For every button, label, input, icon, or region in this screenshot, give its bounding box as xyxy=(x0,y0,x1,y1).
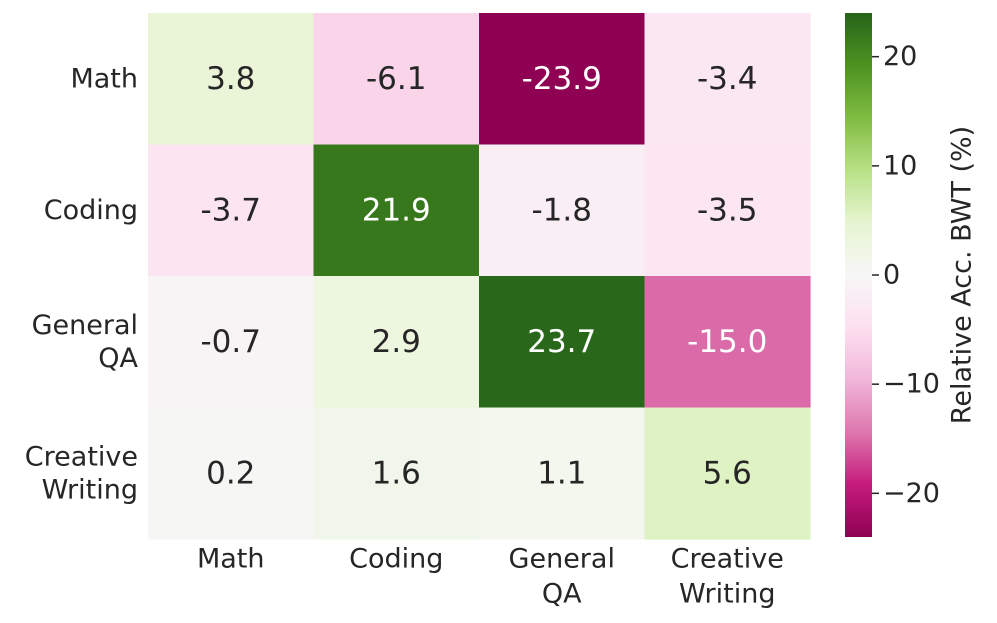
cell-value-label: -3.7 xyxy=(201,192,262,228)
colorbar-label: Relative Acc. BWT (%) xyxy=(947,126,978,424)
cell-value-label: 1.6 xyxy=(372,455,421,491)
heatmap-cell-general-qa-math xyxy=(148,276,315,409)
row-labels: Math Coding General QA Creative Writing xyxy=(25,63,139,505)
row-label-creative-writing: Creative Writing xyxy=(25,441,138,505)
colorbar-tick-label: 0 xyxy=(883,260,900,291)
colorbar-tick-label: 20 xyxy=(883,41,917,72)
column-labels: Math Coding General QA Creative Writing xyxy=(197,544,784,610)
cell-value-label: -3.4 xyxy=(697,61,758,97)
heatmap-cell-creative-writing-math xyxy=(148,407,315,540)
colorbar-tick-label: −10 xyxy=(883,369,940,400)
cell-value-label: -6.1 xyxy=(366,61,427,97)
cell-value-label: 1.1 xyxy=(537,455,586,491)
cell-value-label: -1.8 xyxy=(532,192,593,228)
cell-value-label: 21.9 xyxy=(362,192,431,228)
column-label-general-qa: General QA xyxy=(509,544,615,610)
row-label-general-qa: General QA xyxy=(32,310,139,374)
heatmap-cell-creative-writing-creative-writing xyxy=(644,407,811,540)
heatmap-cell-coding-coding xyxy=(313,144,480,277)
heatmap-cell-coding-creative-writing xyxy=(644,144,811,277)
cell-value-label: 0.2 xyxy=(206,455,255,491)
heatmap-cell-math-creative-writing xyxy=(644,13,811,146)
cell-value-label: 5.6 xyxy=(703,455,752,491)
cell-value-label: -23.9 xyxy=(522,61,602,97)
heatmap-cell-general-qa-coding xyxy=(313,276,480,409)
heatmap-cell-general-qa-general-qa xyxy=(479,276,646,409)
column-label-coding: Coding xyxy=(349,544,443,575)
cell-value-label: -3.5 xyxy=(697,192,758,228)
cell-value-label: -15.0 xyxy=(687,324,767,360)
heatmap-cell-creative-writing-coding xyxy=(313,407,480,540)
cell-value-label: 3.8 xyxy=(206,61,255,97)
column-label-math: Math xyxy=(197,544,265,575)
heatmap-cell-math-math xyxy=(148,13,315,146)
colorbar-gradient xyxy=(845,13,872,537)
row-label-coding: Coding xyxy=(44,195,138,226)
heatmap-cell-math-general-qa xyxy=(479,13,646,146)
row-label-math: Math xyxy=(70,63,138,94)
colorbar-tick-label: −20 xyxy=(883,478,940,509)
heatmap-cell-creative-writing-general-qa xyxy=(479,407,646,540)
cell-value-label: 23.7 xyxy=(527,324,596,360)
heatmap-cells: 3.8 -6.1 -23.9 -3.4 -3.7 21.9 -1.8 -3.5 -0.7 2.9 2… xyxy=(148,13,811,540)
heatmap-cell-coding-math xyxy=(148,144,315,277)
column-label-creative-writing: Creative Writing xyxy=(671,544,784,610)
cell-value-label: -0.7 xyxy=(201,324,262,360)
colorbar-tick-label: 10 xyxy=(883,150,917,181)
heatmap-cell-math-coding xyxy=(313,13,480,146)
heatmap-cell-general-qa-creative-writing xyxy=(644,276,811,409)
heatmap-cell-coding-general-qa xyxy=(479,144,646,277)
cell-value-label: 2.9 xyxy=(372,324,421,360)
colorbar: 20 10 0 −10 −20 Relative Acc. BWT (%) xyxy=(845,13,978,537)
